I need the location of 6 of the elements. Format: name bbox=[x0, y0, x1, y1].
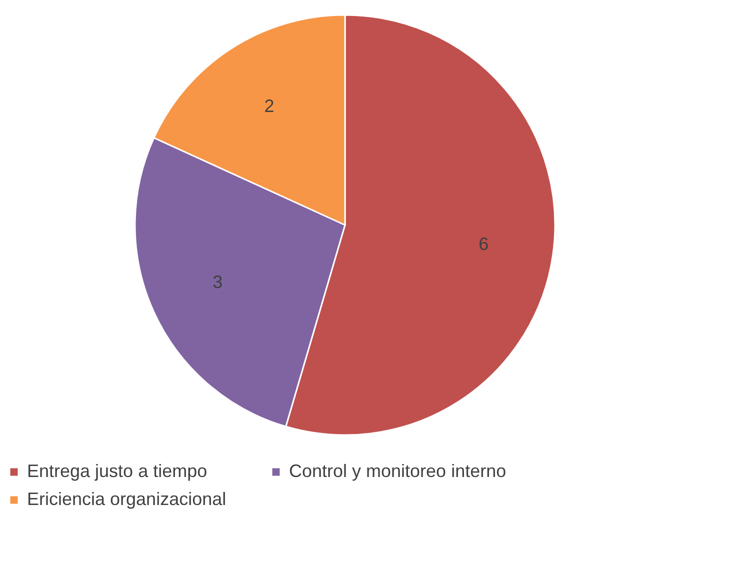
data-label: 3 bbox=[212, 272, 223, 292]
legend-label: Entrega justo a tiempo bbox=[27, 461, 208, 481]
data-label: 2 bbox=[264, 96, 274, 116]
legend-label: Ericiencia organizacional bbox=[27, 489, 226, 509]
data-label: 6 bbox=[478, 234, 489, 254]
legend-label: Control y monitoreo interno bbox=[289, 461, 506, 481]
